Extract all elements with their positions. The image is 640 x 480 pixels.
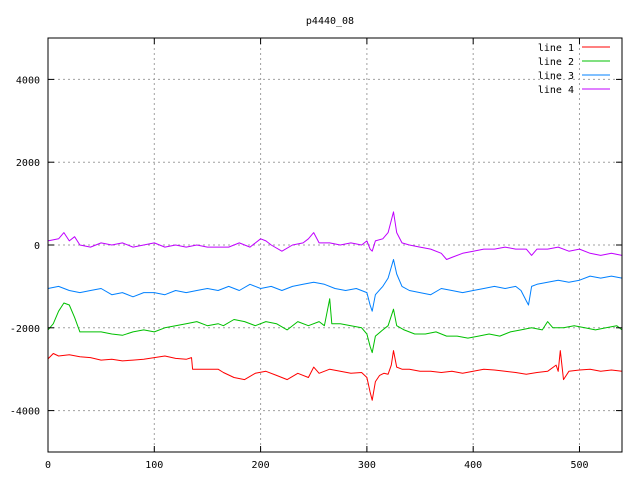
x-tick-label: 100 <box>145 460 163 471</box>
grid <box>48 38 622 452</box>
legend: line 1 line 2 line 3 line 4 <box>538 43 610 96</box>
legend-label-2: line 2 <box>538 57 574 68</box>
axis-ticks: 0 100 200 300 400 500 -4000 -2000 0 2000 4000 <box>10 38 622 471</box>
legend-label-4: line 4 <box>538 85 574 96</box>
y-tick-label: 0 <box>34 241 40 252</box>
series-line-3 <box>47 259 623 312</box>
legend-label-3: line 3 <box>538 71 574 82</box>
series-line-4 <box>47 211 623 260</box>
y-tick-label: 4000 <box>16 75 40 86</box>
series-line-1 <box>47 350 623 401</box>
chart-title: p4440_08 <box>306 16 354 27</box>
series-line-2 <box>47 298 623 354</box>
x-tick-label: 400 <box>464 460 482 471</box>
series-lines <box>47 211 623 401</box>
x-tick-label: 500 <box>570 460 588 471</box>
y-tick-label: -2000 <box>10 324 40 335</box>
y-tick-label: 2000 <box>16 158 40 169</box>
y-tick-label: -4000 <box>10 407 40 418</box>
x-tick-label: 0 <box>45 460 51 471</box>
legend-label-1: line 1 <box>538 43 574 54</box>
x-tick-label: 300 <box>358 460 376 471</box>
x-tick-label: 200 <box>252 460 270 471</box>
